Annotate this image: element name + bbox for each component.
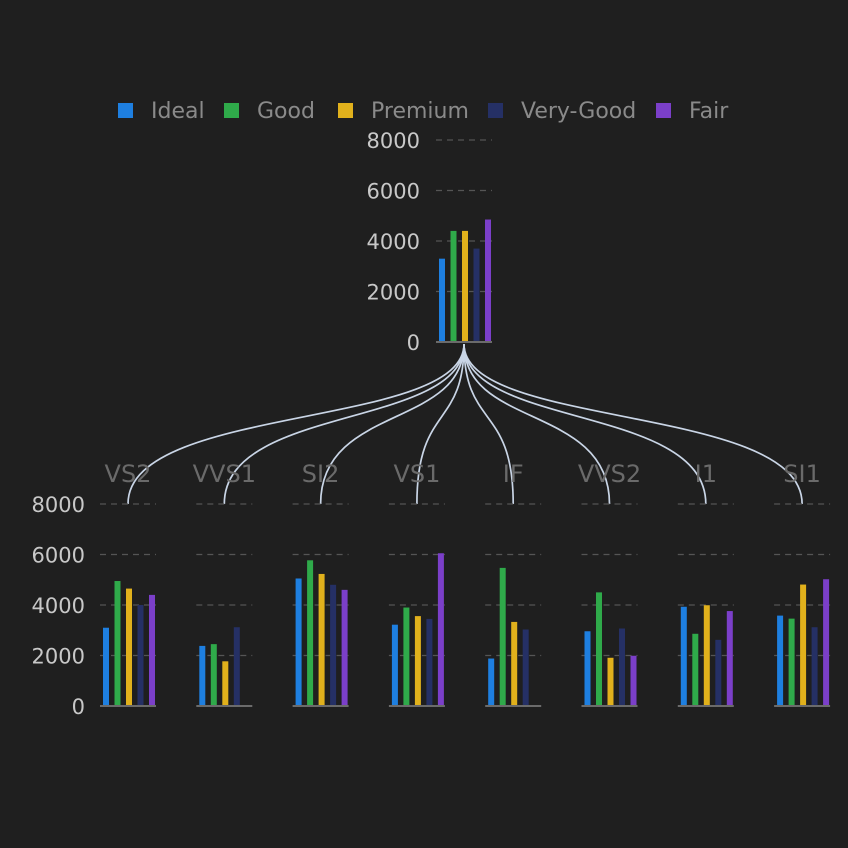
- tree-connector-i1: [463, 343, 707, 505]
- group-vs1-bar-fair[interactable]: [437, 553, 444, 706]
- group-si1-bar-fair[interactable]: [823, 579, 830, 706]
- tree-connector-vvs2: [463, 343, 611, 505]
- legend-swatch-good[interactable]: [224, 103, 239, 118]
- group-si2-bar-ideal[interactable]: [295, 578, 302, 706]
- group-if-bar-premium[interactable]: [511, 621, 518, 706]
- group-vvs1-bar-ideal[interactable]: [199, 645, 206, 706]
- group-vs1-bar-very-good[interactable]: [426, 618, 433, 706]
- root-y-tick-6000: 6000: [367, 180, 420, 204]
- legend-label-premium[interactable]: Premium: [371, 99, 469, 124]
- group-si2-bar-good[interactable]: [307, 560, 314, 706]
- group-title-i1: I1: [695, 460, 717, 488]
- legend-label-fair[interactable]: Fair: [689, 99, 729, 124]
- group-title-si1: SI1: [783, 460, 821, 488]
- group-title-si2: SI2: [302, 460, 340, 488]
- group-i1-bar-premium[interactable]: [703, 605, 710, 706]
- group-title-if: IF: [503, 460, 524, 488]
- group-vvs2-bar-premium[interactable]: [607, 657, 614, 706]
- group-vvs2-bar-fair[interactable]: [630, 655, 637, 706]
- group-si1-bar-good[interactable]: [788, 618, 795, 706]
- group-si2-bar-premium[interactable]: [318, 573, 325, 706]
- root-y-tick-8000: 8000: [367, 129, 420, 153]
- group-vs2-bar-very-good[interactable]: [137, 605, 144, 706]
- group-vs2-bar-premium[interactable]: [126, 588, 132, 706]
- group-y-tick-6000: 6000: [32, 544, 85, 568]
- group-y-tick-2000: 2000: [32, 645, 85, 669]
- group-vs2-bar-good[interactable]: [114, 581, 121, 706]
- legend-swatch-fair[interactable]: [656, 103, 671, 118]
- group-vvs2-bar-very-good[interactable]: [619, 628, 625, 706]
- root-bar-ideal[interactable]: [439, 258, 445, 342]
- group-vs2-bar-fair[interactable]: [149, 594, 155, 706]
- root-bar-fair[interactable]: [485, 219, 491, 342]
- group-title-vs1: VS1: [393, 460, 440, 488]
- group-si2-bar-very-good[interactable]: [330, 584, 337, 706]
- group-vvs1-bar-good[interactable]: [210, 644, 217, 706]
- group-si1-bar-ideal[interactable]: [777, 615, 784, 706]
- group-y-tick-8000: 8000: [32, 493, 85, 517]
- tree-connector-vs2: [127, 343, 465, 505]
- group-i1-bar-ideal[interactable]: [680, 606, 687, 706]
- tree-connector-vvs1: [223, 343, 465, 505]
- group-vvs2-bar-ideal[interactable]: [584, 631, 591, 706]
- legend-swatch-premium[interactable]: [338, 103, 353, 118]
- group-vvs1-bar-very-good[interactable]: [233, 627, 240, 706]
- group-y-tick-4000: 4000: [32, 594, 85, 618]
- group-y-tick-0: 0: [72, 695, 85, 719]
- group-title-vvs1: VVS1: [193, 460, 256, 488]
- group-i1-bar-very-good[interactable]: [715, 639, 722, 706]
- group-vs1-bar-ideal[interactable]: [391, 624, 398, 706]
- group-title-vs2: VS2: [105, 460, 152, 488]
- root-bar-very-good[interactable]: [473, 248, 480, 342]
- group-i1-bar-good[interactable]: [692, 633, 699, 706]
- group-si1-bar-premium[interactable]: [800, 584, 807, 706]
- group-vvs1-bar-premium[interactable]: [222, 661, 229, 706]
- group-si1-bar-very-good[interactable]: [811, 627, 818, 706]
- legend-swatch-very-good[interactable]: [488, 103, 503, 118]
- root-bar-premium[interactable]: [462, 230, 468, 342]
- root-y-tick-4000: 4000: [367, 230, 420, 254]
- group-if-bar-ideal[interactable]: [488, 658, 495, 706]
- legend-label-very-good[interactable]: Very-Good: [521, 99, 636, 124]
- group-vs1-bar-premium[interactable]: [414, 616, 421, 706]
- group-vs2-bar-ideal[interactable]: [103, 627, 109, 706]
- group-title-vvs2: VVS2: [578, 460, 641, 488]
- root-y-tick-2000: 2000: [367, 281, 420, 305]
- group-si2-bar-fair[interactable]: [341, 589, 348, 706]
- group-vs1-bar-good[interactable]: [403, 607, 410, 706]
- tree-connector-vs1: [416, 343, 465, 505]
- legend-swatch-ideal[interactable]: [118, 103, 133, 118]
- root-y-tick-0: 0: [407, 331, 420, 355]
- group-if-bar-very-good[interactable]: [522, 629, 529, 706]
- group-i1-bar-fair[interactable]: [726, 611, 733, 706]
- root-bar-good[interactable]: [450, 230, 457, 342]
- tree-connector-si2: [319, 343, 465, 505]
- legend-label-ideal[interactable]: Ideal: [151, 99, 205, 124]
- group-vvs2-bar-good[interactable]: [596, 592, 602, 706]
- tree-connector-si1: [463, 343, 803, 505]
- legend-label-good[interactable]: Good: [257, 99, 315, 124]
- tree-connector-if: [463, 343, 515, 505]
- group-if-bar-good[interactable]: [499, 567, 506, 706]
